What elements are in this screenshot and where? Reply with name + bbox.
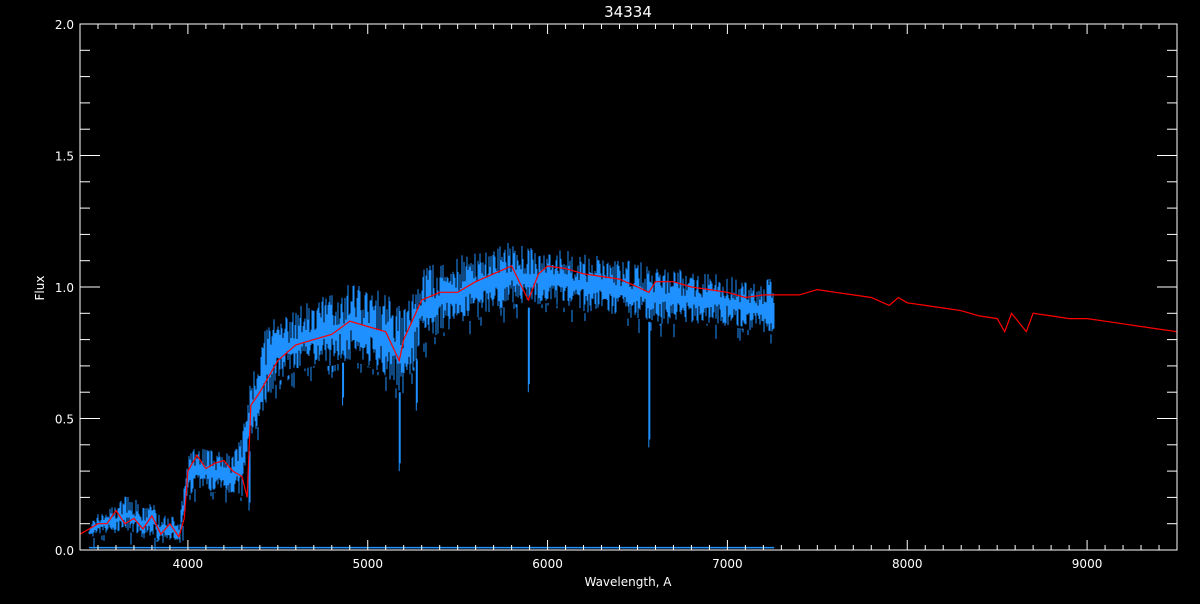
y-tick-label: 0.0 [55,544,74,558]
x-tick-label: 9000 [1072,557,1103,571]
y-tick-label: 1.5 [55,150,74,164]
x-axis-label: Wavelength, A [584,575,672,589]
y-tick-label: 2.0 [55,18,74,32]
x-tick-label: 6000 [532,557,563,571]
x-tick-label: 7000 [712,557,743,571]
chart-title: 34334 [604,3,652,21]
y-axis-label: Flux [33,276,47,301]
x-tick-label: 8000 [892,557,923,571]
y-tick-label: 1.0 [55,281,74,295]
x-tick-label: 5000 [352,557,383,571]
axes: 4000 5000 6000 7000 8000 9000 0.0 0.5 1.0 1.5 2.0 [55,18,1178,571]
model-spectrum [79,265,1178,539]
y-tick-label: 0.5 [55,413,74,427]
model-line [79,265,1178,539]
x-tick-label: 4000 [173,557,204,571]
